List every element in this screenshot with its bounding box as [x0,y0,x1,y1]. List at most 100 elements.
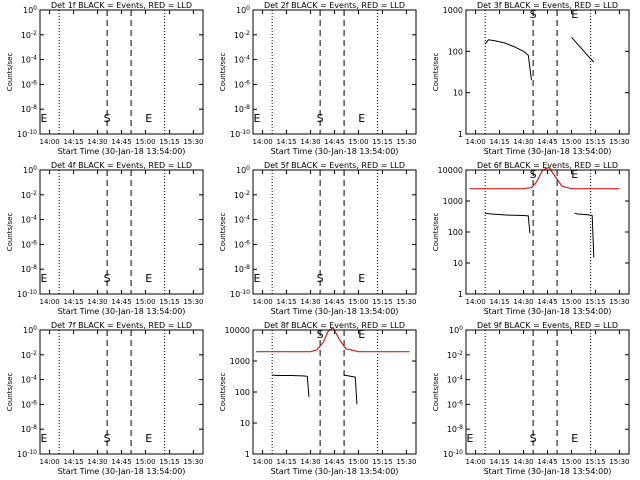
start-marker-label: S [317,272,324,285]
plot-frame [252,169,417,295]
chart-svg: Det 5f BLACK = Events, RED = LLD S E E 100 10… [219,161,417,316]
y-tick-label: 10 [240,419,250,428]
y-tick-label: 10-6 [234,79,250,89]
x-tick-label: 14:00 [252,458,272,466]
end-marker-label: E [145,112,152,125]
plot-frame [465,9,630,135]
x-tick-label: 15:00 [561,458,581,466]
chart-svg: Det 7f BLACK = Events, RED = LLD S E E 100 10… [6,321,204,476]
x-tick-label: 15:00 [561,138,581,146]
start-marker-label: S [530,432,537,445]
x-tick-label: 15:15 [372,458,392,466]
end-marker-label: E [358,328,365,341]
x-tick-label: 14:15 [63,138,83,146]
x-tick-label: 15:30 [609,458,629,466]
x-tick-label: 15:00 [348,138,368,146]
x-tick-label: 15:15 [585,458,605,466]
x-tick-label: 15:15 [372,298,392,306]
y-axis-label: Counts/sec [432,373,440,412]
x-tick-label: 14:15 [489,138,509,146]
y-tick-label: 10-10 [230,129,250,139]
y-tick-label: 10-4 [234,55,250,65]
x-axis-label: Start Time (30-Jan-18 13:54:00) [271,147,399,156]
y-tick-label: 1 [458,290,463,299]
y-tick-label: 10-2 [21,190,37,200]
plot-frame [252,329,417,455]
y-tick-label: 10-4 [21,375,37,385]
x-tick-label: 15:00 [135,138,155,146]
chart-title: Det 5f BLACK = Events, RED = LLD [264,161,405,170]
x-tick-label: 15:30 [183,138,203,146]
x-tick-label: 15:30 [396,458,416,466]
y-tick-label: 10000 [438,166,463,175]
x-tick-label: 14:00 [252,138,272,146]
y-tick-label: 100 [23,325,37,335]
start-marker-label: S [530,168,537,181]
y-axis-label: Counts/sec [6,213,14,252]
y-tick-label: 1 [245,450,250,459]
x-axis-label: Start Time (30-Jan-18 13:54:00) [484,467,612,476]
end-marker-label: E [358,112,365,125]
x-tick-label: 14:00 [465,138,485,146]
x-axis-label: Start Time (30-Jan-18 13:54:00) [58,147,186,156]
events-series-2 [272,374,310,397]
y-axis-label: Counts/sec [219,213,227,252]
y-tick-label: 1000 [443,197,463,206]
events-series-2 [571,36,595,63]
end-marker-label: E [145,432,152,445]
x-tick-label: 14:30 [300,458,320,466]
end-marker-label: E [145,272,152,285]
y-tick-label: 100 [23,5,37,15]
chart-title: Det 1f BLACK = Events, RED = LLD [51,1,192,10]
y-tick-label: 10-10 [17,289,37,299]
y-tick-label: 10-2 [447,350,463,360]
detector-panel-6: Det 6f BLACK = Events, RED = LLD S E 10000 1… [426,160,639,320]
events-series-2 [485,212,531,234]
x-tick-label: 14:00 [39,458,59,466]
events-series-1 [484,39,532,81]
x-tick-label: 15:00 [561,298,581,306]
y-tick-label: 10-8 [21,424,37,434]
y-tick-label: 10-10 [443,449,463,459]
start-marker-label: S [530,8,537,21]
x-tick-label: 14:45 [537,458,557,466]
y-tick-label: 100 [23,165,37,175]
end-marker-label: E [571,8,578,21]
y-tick-label: 10-8 [447,424,463,434]
y-tick-label: 100 [236,165,250,175]
x-axis-label: Start Time (30-Jan-18 13:54:00) [58,467,186,476]
end-marker-label: E [254,112,261,125]
chart-title: Det 8f BLACK = Events, RED = LLD [264,321,405,330]
chart-title: Det 9f BLACK = Events, RED = LLD [477,321,618,330]
y-tick-label: 100 [235,388,250,397]
y-tick-label: 10 [453,259,463,268]
x-tick-label: 15:30 [183,458,203,466]
x-tick-label: 14:45 [324,298,344,306]
chart-svg: Det 1f BLACK = Events, RED = LLD S E E 100 10… [6,1,204,156]
y-axis-label: Counts/sec [6,373,14,412]
chart-title: Det 6f BLACK = Events, RED = LLD [477,161,618,170]
end-marker-label: E [571,168,578,181]
detector-panel-5: Det 5f BLACK = Events, RED = LLD S E E 100 10… [213,160,426,320]
x-tick-label: 15:30 [609,138,629,146]
x-tick-label: 14:15 [276,138,296,146]
y-tick-label: 1 [458,130,463,139]
end-marker-label: E [358,272,365,285]
x-tick-label: 14:45 [324,458,344,466]
x-tick-label: 15:15 [159,458,179,466]
x-tick-label: 14:45 [537,298,557,306]
x-tick-label: 14:45 [111,298,131,306]
x-tick-label: 15:15 [159,298,179,306]
end-marker-label: E [467,432,474,445]
end-marker-label: E [571,432,578,445]
x-axis-label: Start Time (30-Jan-18 13:54:00) [484,147,612,156]
x-tick-label: 14:45 [537,138,557,146]
y-axis-label: Counts/sec [432,213,440,252]
x-tick-label: 15:30 [396,138,416,146]
x-tick-label: 15:15 [372,138,392,146]
x-tick-label: 14:00 [465,458,485,466]
lld-series-1 [256,326,410,353]
x-tick-label: 14:15 [276,298,296,306]
y-tick-label: 10-10 [17,129,37,139]
